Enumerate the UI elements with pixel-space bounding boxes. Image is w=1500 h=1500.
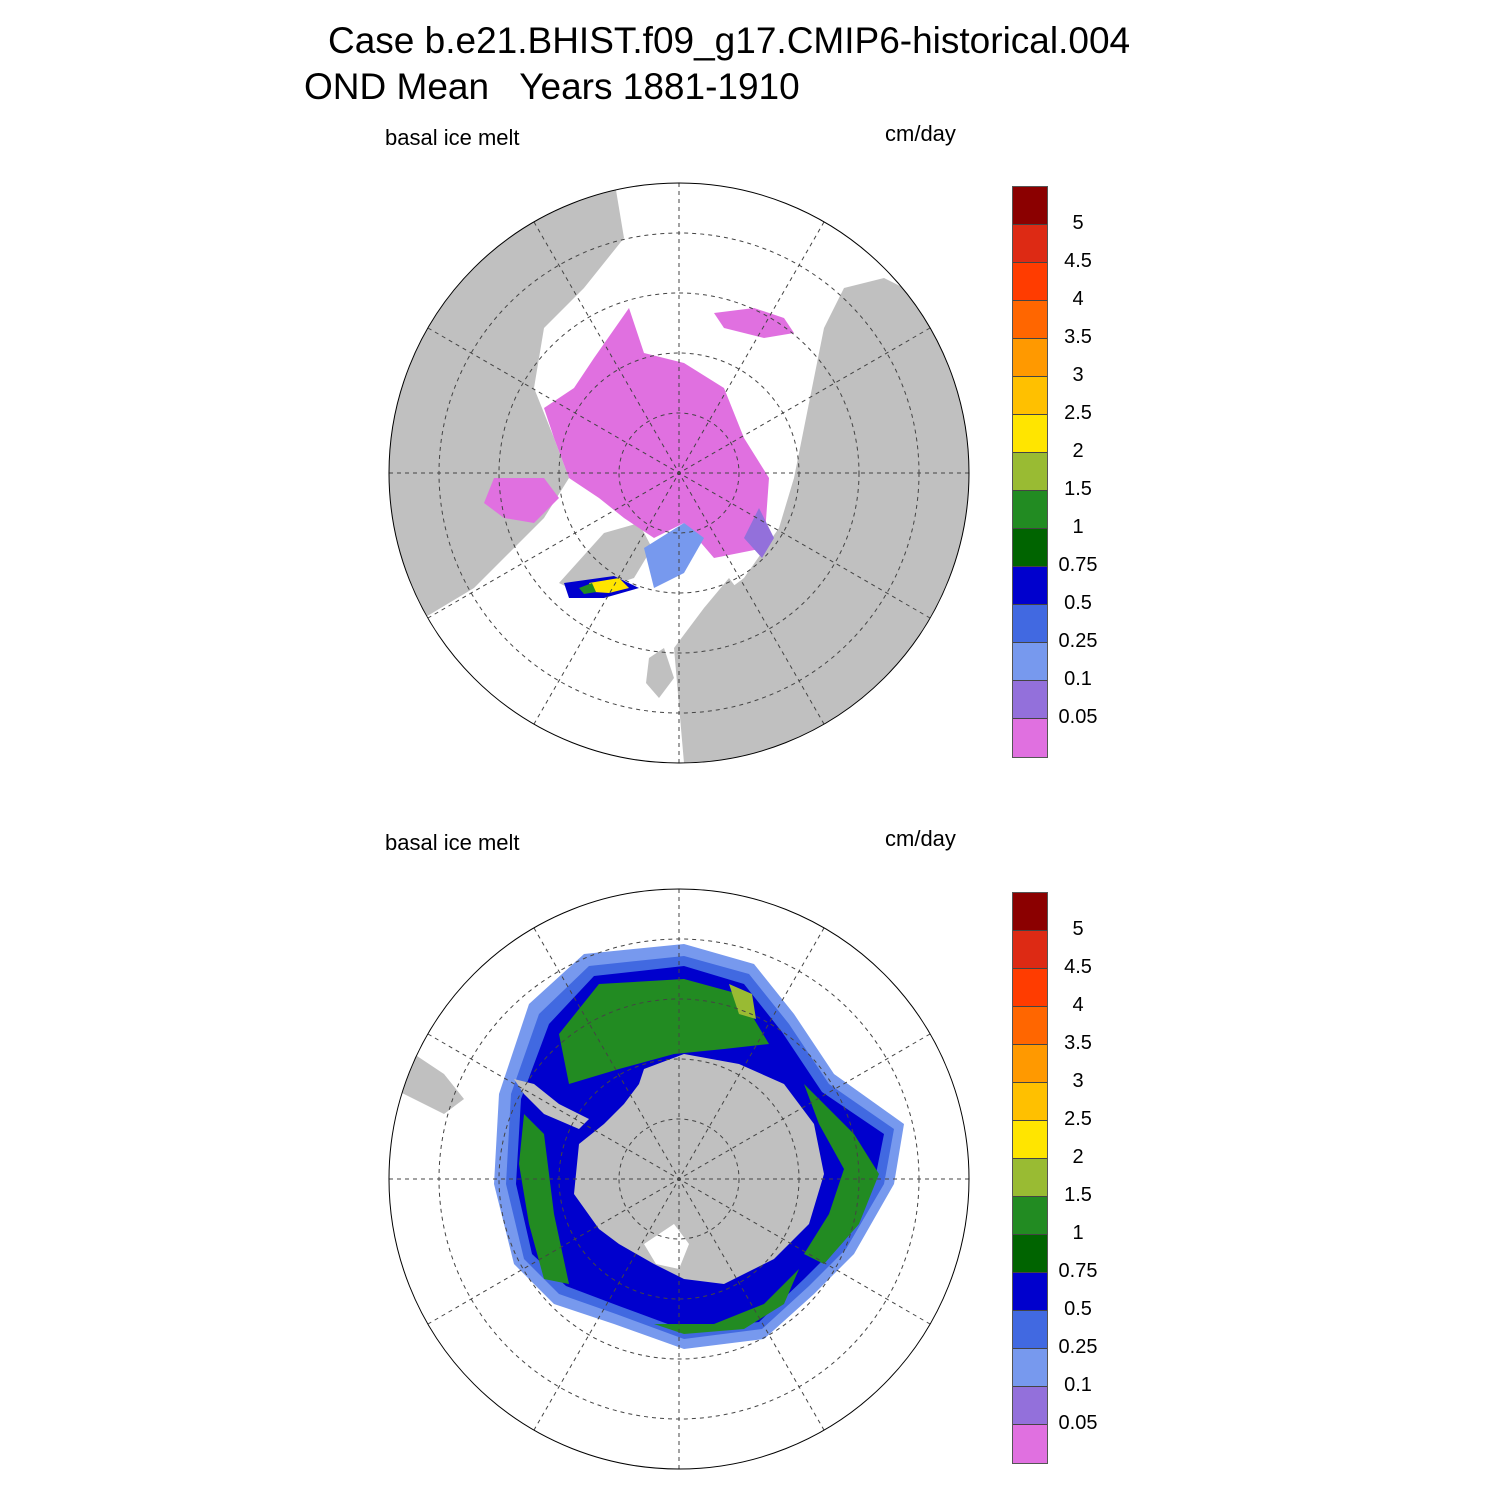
south-polar-map <box>388 888 970 1470</box>
colorbar-swatch <box>1013 643 1047 681</box>
colorbar-swatch <box>1013 893 1047 931</box>
colorbar-swatch <box>1013 681 1047 719</box>
colorbar-swatch <box>1013 301 1047 339</box>
north-melt-barents <box>744 508 774 558</box>
colorbar-swatch <box>1013 1387 1047 1425</box>
colorbar-tick-label: 0.05 <box>1058 706 1098 728</box>
figure-title-line-1: Case b.e21.BHIST.f09_g17.CMIP6-historica… <box>328 20 1131 61</box>
colorbar-tick-label: 3 <box>1072 1070 1084 1092</box>
south-ross-ice-shelf <box>644 1224 689 1269</box>
north-polar-map <box>388 182 970 764</box>
colorbar-tick-label: 0.75 <box>1058 554 1098 576</box>
south-melt-east-green <box>804 1084 879 1264</box>
south-colorbar <box>1012 892 1048 1464</box>
colorbar-swatch <box>1013 339 1047 377</box>
colorbar-tick-label: 3.5 <box>1064 1032 1092 1054</box>
colorbar-tick-label: 2.5 <box>1064 1108 1092 1130</box>
colorbar-swatch <box>1013 1349 1047 1387</box>
colorbar-swatch <box>1013 225 1047 263</box>
south-melt-ross-green <box>654 1269 799 1334</box>
colorbar-swatch <box>1013 969 1047 1007</box>
colorbar-swatch <box>1013 415 1047 453</box>
north-melt-bering <box>714 308 794 338</box>
colorbar-tick-label: 0.25 <box>1058 1336 1098 1358</box>
colorbar-swatch <box>1013 377 1047 415</box>
north-melt-labrador-peak <box>589 578 629 593</box>
colorbar-tick-label: 4.5 <box>1064 250 1092 272</box>
colorbar-swatch <box>1013 491 1047 529</box>
colorbar-swatch <box>1013 187 1047 225</box>
colorbar-tick-label: 2 <box>1072 440 1084 462</box>
colorbar-tick-label: 1 <box>1072 1222 1084 1244</box>
north-land-greenland <box>559 523 652 593</box>
colorbar-swatch <box>1013 605 1047 643</box>
colorbar-swatch <box>1013 1121 1047 1159</box>
north-melt-labrador-green <box>579 583 596 594</box>
colorbar-swatch <box>1013 719 1047 757</box>
south-units-label: cm/day <box>885 826 956 851</box>
colorbar-swatch <box>1013 1311 1047 1349</box>
colorbar-tick-label: 4 <box>1072 994 1084 1016</box>
colorbar-tick-label: 0.1 <box>1064 1374 1092 1396</box>
colorbar-tick-label: 5 <box>1072 918 1084 940</box>
colorbar-swatch <box>1013 1007 1047 1045</box>
colorbar-tick-label: 1.5 <box>1064 478 1092 500</box>
colorbar-tick-label: 0.25 <box>1058 630 1098 652</box>
colorbar-swatch <box>1013 1273 1047 1311</box>
north-melt-hudson-bay <box>484 478 559 523</box>
south-melt-pacific-green <box>519 1114 569 1284</box>
north-land-scandinavia <box>696 578 744 658</box>
figure-title-line-2: OND Mean Years 1881-1910 <box>304 66 800 107</box>
south-variable-label: basal ice melt <box>385 830 520 855</box>
colorbar-swatch <box>1013 1083 1047 1121</box>
north-land-british-isles <box>646 648 674 698</box>
north-melt-east-greenland <box>644 523 704 588</box>
colorbar-tick-label: 3 <box>1072 364 1084 386</box>
colorbar-tick-label: 0.5 <box>1064 1298 1092 1320</box>
south-melt-weddell-green <box>559 979 769 1084</box>
north-variable-label: basal ice melt <box>385 125 520 150</box>
colorbar-swatch <box>1013 1159 1047 1197</box>
colorbar-tick-label: 1.5 <box>1064 1184 1092 1206</box>
colorbar-swatch <box>1013 529 1047 567</box>
colorbar-tick-label: 3.5 <box>1064 326 1092 348</box>
north-units-label: cm/day <box>885 121 956 146</box>
south-land-antarctic-peninsula <box>514 1079 589 1129</box>
colorbar-swatch <box>1013 1425 1047 1463</box>
colorbar-swatch <box>1013 567 1047 605</box>
colorbar-tick-label: 5 <box>1072 212 1084 234</box>
colorbar-tick-label: 1 <box>1072 516 1084 538</box>
colorbar-swatch <box>1013 1197 1047 1235</box>
colorbar-tick-label: 0.75 <box>1058 1260 1098 1282</box>
colorbar-tick-label: 4 <box>1072 288 1084 310</box>
north-land-eurasia <box>674 278 969 763</box>
colorbar-swatch <box>1013 453 1047 491</box>
colorbar-tick-label: 0.1 <box>1064 668 1092 690</box>
colorbar-swatch <box>1013 1235 1047 1273</box>
colorbar-swatch <box>1013 1045 1047 1083</box>
colorbar-swatch <box>1013 931 1047 969</box>
colorbar-tick-label: 4.5 <box>1064 956 1092 978</box>
colorbar-swatch <box>1013 263 1047 301</box>
colorbar-tick-label: 0.05 <box>1058 1412 1098 1434</box>
north-colorbar <box>1012 186 1048 758</box>
north-melt-central-arctic <box>544 308 769 558</box>
colorbar-tick-label: 2 <box>1072 1146 1084 1168</box>
colorbar-tick-label: 2.5 <box>1064 402 1092 424</box>
colorbar-tick-label: 0.5 <box>1064 592 1092 614</box>
south-melt-weddell-light <box>729 984 756 1019</box>
